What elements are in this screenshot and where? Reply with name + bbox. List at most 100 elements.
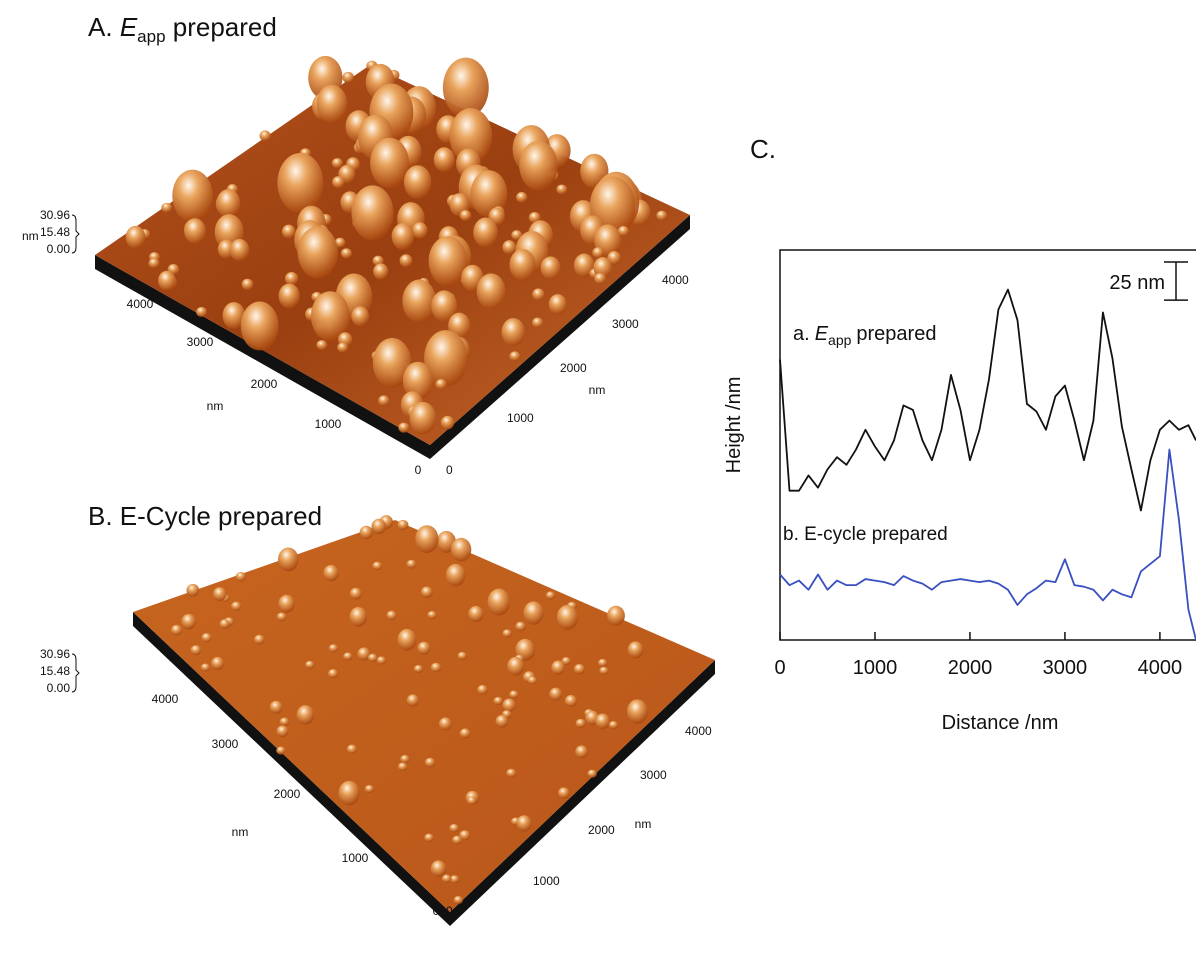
- afm-peak: [592, 247, 604, 258]
- afm-peak: [532, 318, 543, 328]
- afm-peak: [431, 663, 442, 673]
- afm-peak: [424, 834, 434, 842]
- afm-peak: [126, 226, 146, 249]
- profile-line: [780, 290, 1196, 511]
- afm-peak: [576, 719, 586, 728]
- afm-peak: [502, 240, 516, 254]
- z-bracket: [72, 654, 79, 692]
- afm-image-b: 30.9615.480.0040003000200010000nm0100020…: [40, 515, 715, 926]
- axis-label: 0: [446, 904, 453, 918]
- panel-title: A. Eapp prepared: [88, 12, 277, 48]
- afm-peak: [231, 602, 241, 611]
- afm-peak: [503, 699, 516, 712]
- afm-peak: [656, 211, 667, 221]
- afm-peak: [421, 586, 433, 598]
- afm-peak: [191, 645, 202, 655]
- axis-label: nm: [232, 825, 249, 839]
- series-label-part: a.: [793, 323, 810, 345]
- afm-peak: [186, 584, 199, 597]
- afm-peak: [541, 256, 561, 279]
- afm-peak: [161, 203, 172, 213]
- axis-label: 3000: [612, 317, 639, 331]
- afm-peak: [477, 273, 506, 309]
- axis-label: 4000: [152, 692, 179, 706]
- axis-label: nm: [635, 817, 652, 831]
- afm-peak: [171, 625, 182, 636]
- afm-peak: [431, 860, 446, 877]
- afm-peak: [371, 519, 386, 534]
- afm-peak: [594, 273, 606, 284]
- panel-title: B. E-Cycle prepared: [88, 501, 322, 531]
- afm-peak: [181, 614, 196, 630]
- title-part: A.: [88, 12, 113, 42]
- afm-peak: [446, 564, 466, 587]
- afm-peak: [458, 652, 467, 660]
- axis-label: 1000: [315, 417, 342, 431]
- afm-peak: [587, 770, 596, 778]
- afm-peak: [439, 717, 452, 730]
- afm-peak: [515, 622, 526, 632]
- axis-label: 15.48: [40, 225, 70, 239]
- x-tick-label: 4000: [1138, 657, 1183, 679]
- afm-peak: [216, 189, 240, 218]
- axis-label: 0: [415, 463, 422, 477]
- afm-peak: [386, 611, 396, 621]
- afm-peak: [351, 306, 369, 326]
- series-label-part: E: [815, 323, 829, 345]
- afm-peak: [509, 351, 520, 361]
- afm-peak: [342, 72, 354, 83]
- afm-peak: [425, 758, 436, 768]
- afm-peak: [230, 239, 249, 261]
- axis-label: 2000: [274, 787, 301, 801]
- axis-label: 1000: [533, 874, 560, 888]
- afm-peak: [297, 705, 314, 725]
- afm-peak: [332, 158, 343, 168]
- afm-peak: [454, 896, 463, 904]
- afm-peak: [278, 595, 294, 613]
- axis-label: 3000: [640, 768, 667, 782]
- afm-peak: [400, 254, 413, 267]
- axis-label: 2000: [560, 361, 587, 375]
- axis-label: 1000: [507, 411, 534, 425]
- axis-label: 4000: [662, 273, 689, 287]
- scale-bar-label: 25 nm: [1109, 272, 1165, 294]
- afm-peak: [414, 665, 423, 673]
- axis-label: 4000: [685, 724, 712, 738]
- afm-peak: [488, 589, 511, 616]
- afm-peak: [276, 747, 285, 755]
- afm-peak: [493, 697, 503, 705]
- afm-peak: [496, 715, 509, 728]
- afm-peak: [260, 130, 271, 141]
- afm-peak: [400, 755, 410, 763]
- afm-peak: [341, 248, 352, 258]
- afm-peak: [370, 138, 409, 188]
- afm-peak: [219, 619, 230, 629]
- afm-peak: [351, 185, 393, 240]
- afm-peak: [201, 633, 211, 642]
- z-bracket: [72, 215, 79, 253]
- afm-peak: [443, 58, 489, 118]
- axis-label: 30.96: [40, 208, 70, 222]
- afm-peak: [427, 611, 436, 619]
- afm-peak: [449, 824, 459, 832]
- afm-peak: [473, 218, 498, 248]
- afm-peak: [451, 538, 471, 562]
- afm-peak: [627, 699, 648, 723]
- afm-peak: [298, 226, 338, 278]
- afm-peak: [516, 192, 527, 203]
- afm-peak: [278, 547, 299, 571]
- axis-label: nm: [589, 383, 606, 397]
- afm-peak: [377, 656, 386, 664]
- afm-peak: [254, 635, 265, 645]
- afm-peak: [279, 284, 300, 309]
- afm-peak: [378, 395, 389, 406]
- afm-peak: [407, 694, 419, 706]
- afm-peak: [557, 605, 578, 630]
- afm-peak: [201, 663, 210, 671]
- afm-peak: [595, 714, 610, 730]
- afm-peak: [417, 642, 430, 655]
- axis-label: 30.96: [40, 647, 70, 661]
- afm-peak: [502, 318, 525, 346]
- afm-peak: [551, 661, 565, 675]
- afm-peak: [410, 402, 437, 435]
